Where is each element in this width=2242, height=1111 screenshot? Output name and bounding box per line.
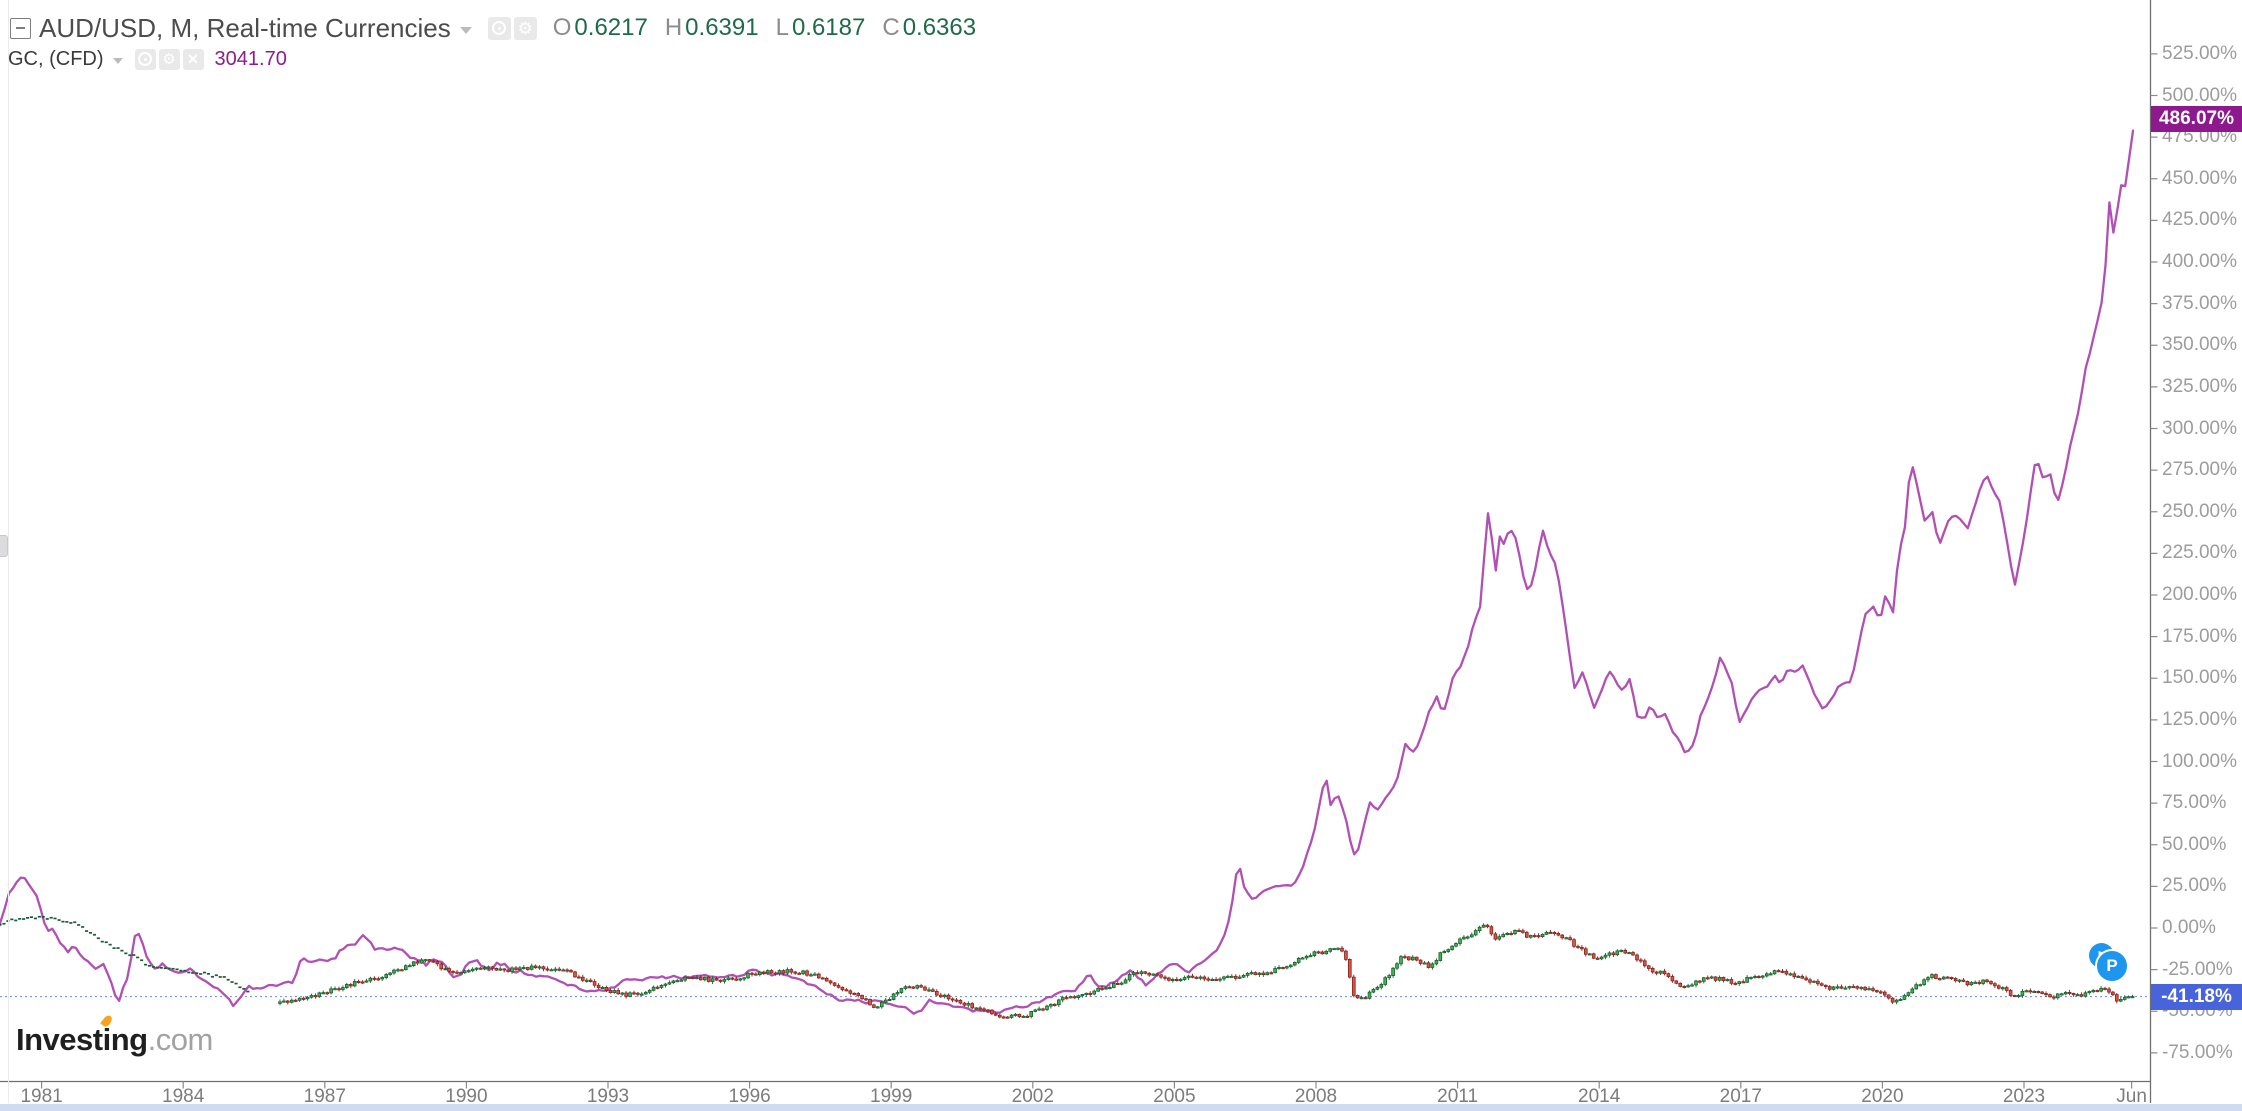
open-value: 0.6217: [574, 14, 648, 41]
timeline-scroll-strip[interactable]: [0, 1104, 2242, 1111]
y-axis-label: 325.00%: [2162, 375, 2238, 397]
y-axis-label: 300.00%: [2162, 417, 2238, 439]
y-axis-label: 0.00%: [2162, 917, 2216, 938]
y-axis-label: 225.00%: [2162, 542, 2238, 564]
y-axis-label: 50.00%: [2162, 833, 2227, 855]
x-axis-label: 1990: [445, 1086, 488, 1107]
investing-logo: Investing.com: [16, 1022, 213, 1057]
gold-badge-text: 486.07%: [2158, 107, 2234, 129]
y-axis-label: 75.00%: [2162, 792, 2227, 814]
gold-last-value-badge: 486.07%: [2151, 105, 2242, 132]
x-axis-label: 2005: [1153, 1086, 1196, 1107]
x-axis-label: Jun: [2116, 1086, 2147, 1107]
compare-symbol-title[interactable]: GC, (CFD): [8, 47, 104, 70]
y-axis-label: -25.00%: [2162, 958, 2233, 980]
publication-marker[interactable]: ⚑ P: [2086, 942, 2129, 984]
y-axis-label: 350.00%: [2162, 334, 2238, 356]
p-marker-icon: P: [2095, 949, 2129, 983]
y-axis-label: 500.00%: [2162, 84, 2238, 106]
y-axis-label: 275.00%: [2162, 459, 2238, 481]
target-icon: [492, 21, 507, 35]
high-value: 0.6391: [685, 14, 759, 41]
x-axis-label: 1996: [728, 1086, 771, 1107]
collapse-legend-icon[interactable]: [10, 17, 31, 39]
close-value: 0.6363: [902, 14, 977, 41]
low-value: 0.6187: [791, 14, 866, 41]
aud-last-value-badge: -41.18%: [2151, 983, 2242, 1010]
symbol-legend-row: AUD/USD, M, Real-time Currencies ⚙ O 0.62…: [10, 12, 993, 44]
settings-button[interactable]: ⚙: [513, 16, 537, 40]
y-axis-label: 525.00%: [2162, 42, 2238, 64]
ohlc-readout: O 0.6217 H 0.6391 L 0.6187 C 0.6363: [553, 14, 993, 42]
y-axis-label: 25.00%: [2162, 875, 2227, 897]
settings-button[interactable]: ⚙: [158, 48, 180, 70]
low-label: L: [775, 14, 789, 41]
y-axis-label: 125.00%: [2162, 708, 2238, 730]
remove-compare-button[interactable]: ✕: [182, 48, 204, 70]
close-icon: ✕: [187, 51, 199, 67]
x-axis-label: 2008: [1294, 1086, 1338, 1107]
open-label: O: [552, 14, 572, 41]
x-axis-label: 1984: [162, 1086, 205, 1107]
toggle-visibility-button[interactable]: [487, 16, 511, 40]
x-axis-label: 2017: [1719, 1086, 1762, 1107]
x-axis-label: 2023: [2002, 1086, 2046, 1107]
gear-icon: ⚙: [162, 50, 176, 68]
gear-icon: ⚙: [517, 18, 533, 38]
chevron-down-icon[interactable]: [459, 26, 472, 34]
panel-divider: [8, 0, 9, 1103]
x-axis-label: 1987: [303, 1086, 346, 1107]
x-axis-label: 2014: [1578, 1086, 1621, 1107]
x-axis-label: 2020: [1861, 1086, 1904, 1107]
x-axis-label: 2002: [1011, 1086, 1054, 1107]
aud-early-dashes: [0, 915, 250, 993]
symbol-title[interactable]: AUD/USD, M, Real-time Currencies: [39, 12, 451, 43]
x-axis-label: 2011: [1437, 1086, 1479, 1107]
x-axis-label: 1981: [20, 1086, 63, 1107]
y-axis-label: 375.00%: [2162, 292, 2238, 314]
aud-badge-text: -41.18%: [2161, 985, 2232, 1007]
close-label: C: [882, 14, 900, 41]
target-icon: [138, 52, 153, 66]
y-axis-label: 425.00%: [2162, 209, 2238, 231]
compare-legend-row: GC, (CFD) ⚙ ✕ 3041.70: [8, 46, 287, 72]
y-axis-label: 400.00%: [2162, 251, 2238, 272]
toggle-visibility-button[interactable]: [134, 48, 156, 70]
aud-candles[interactable]: [278, 923, 2135, 1019]
x-axis-label: 1993: [586, 1086, 630, 1107]
high-label: H: [664, 14, 683, 41]
compare-last-price: 3041.70: [214, 47, 287, 70]
chevron-down-icon[interactable]: [112, 58, 123, 64]
sidebar-collapse-handle[interactable]: [0, 535, 8, 557]
y-axis-label: 450.00%: [2162, 167, 2238, 189]
gold-comparison-line[interactable]: [0, 129, 2135, 1015]
y-axis-label: 200.00%: [2162, 584, 2238, 605]
y-axis-label: 250.00%: [2162, 500, 2238, 522]
y-axis-label: 150.00%: [2162, 667, 2238, 689]
y-axis-label: 175.00%: [2162, 625, 2238, 647]
y-axis-label: -75.00%: [2162, 1041, 2233, 1063]
x-axis-label: 1999: [870, 1086, 913, 1107]
y-axis-label: 100.00%: [2162, 750, 2238, 772]
